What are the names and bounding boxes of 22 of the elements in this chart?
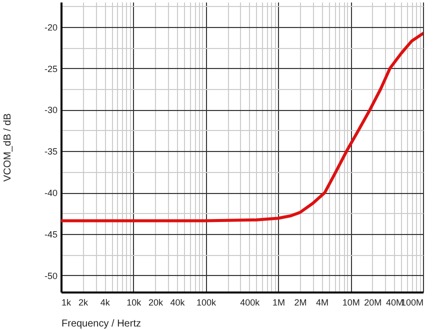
y-tick-label: -40: [44, 188, 58, 198]
x-tick-label: 10k: [126, 298, 142, 308]
x-tick-label: 2k: [78, 298, 89, 308]
x-tick-label: 4M: [316, 298, 329, 308]
y-tick-label: -35: [44, 146, 58, 157]
y-tick-label: -25: [44, 64, 58, 74]
x-tick-label: 20k: [148, 298, 164, 308]
x-tick-label: 10M: [342, 298, 360, 308]
x-tick-label: 1M: [272, 298, 285, 308]
y-tick-label: -30: [44, 105, 58, 116]
y-tick-label: -45: [44, 230, 58, 240]
x-tick-label: 20M: [364, 298, 382, 308]
y-axis-title: VCOM_dB / dB: [2, 112, 14, 182]
x-axis-title: Frequency / Hertz: [62, 318, 141, 330]
x-tick-label: 40k: [170, 298, 186, 308]
x-tick-label: 1k: [62, 298, 72, 308]
y-tick-label: -20: [44, 22, 58, 32]
x-tick-label: 2M: [294, 298, 307, 308]
x-tick-label: 4k: [100, 298, 110, 308]
x-tick-label: 100k: [196, 298, 217, 308]
y-tick-label: -50: [44, 270, 58, 281]
x-tick-label: 400k: [240, 298, 260, 308]
